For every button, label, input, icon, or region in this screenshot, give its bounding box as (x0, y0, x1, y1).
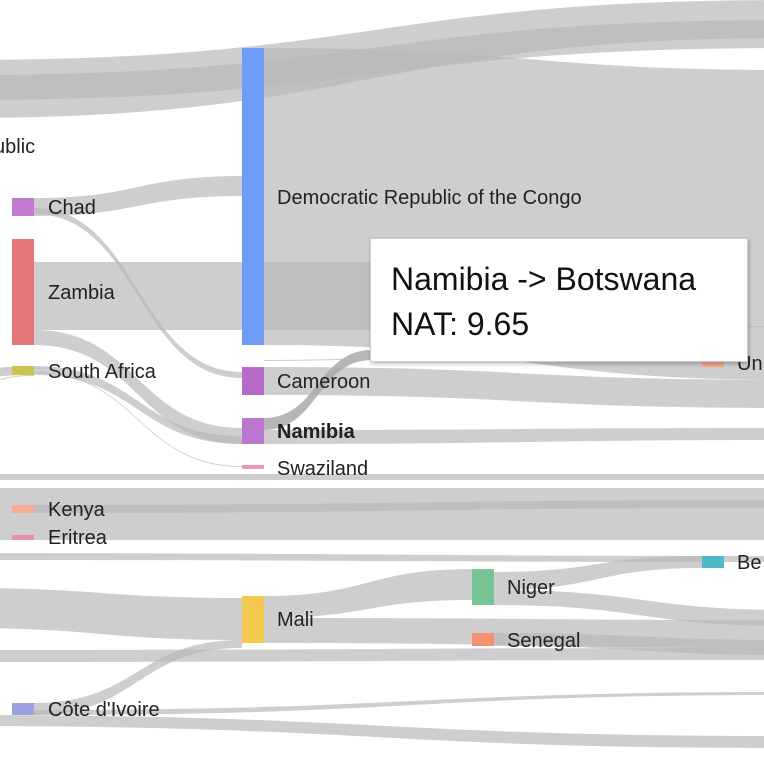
node-label-zmb: Zambia (48, 282, 116, 304)
link-thin-swz[interactable] (34, 372, 242, 467)
node-ben[interactable] (702, 556, 724, 568)
link-low-1[interactable] (0, 553, 764, 562)
node-unk[interactable] (702, 362, 724, 367)
hover-tooltip: Namibia -> Botswana NAT: 9.65 (370, 238, 748, 362)
node-civ[interactable] (12, 703, 34, 715)
link-low-2[interactable] (0, 648, 764, 662)
node-label-eri: Eritrea (48, 527, 108, 549)
node-nam[interactable] (242, 418, 264, 444)
link-mid-1[interactable] (0, 473, 764, 481)
node-label-sen: Senegal (507, 630, 580, 652)
node-eri[interactable] (12, 535, 34, 540)
nodes-layer (12, 48, 724, 715)
node-zaf[interactable] (12, 366, 34, 375)
link-thin-left[interactable] (0, 375, 34, 386)
node-label-car: ublic (0, 136, 35, 158)
node-label-swz: Swaziland (277, 458, 368, 480)
link-low-3[interactable] (0, 715, 764, 748)
link-niger-benin[interactable] (494, 556, 702, 590)
node-ken[interactable] (12, 505, 34, 513)
node-tcd[interactable] (12, 198, 34, 216)
link-namibia-right[interactable] (264, 428, 764, 444)
node-swz[interactable] (242, 465, 264, 469)
node-cmr[interactable] (242, 367, 264, 395)
node-label-nam: Namibia (277, 421, 356, 443)
node-label-tcd: Chad (48, 197, 96, 219)
link-zambia-right[interactable] (34, 262, 372, 330)
node-mli[interactable] (242, 596, 264, 643)
node-label-cod: Democratic Republic of the Congo (277, 187, 582, 209)
link-kenya-right[interactable] (34, 500, 764, 513)
link-civ-right[interactable] (34, 692, 764, 715)
node-zmb[interactable] (12, 239, 34, 345)
node-label-civ: Côte d'Ivoire (48, 699, 160, 721)
link-mid-2[interactable] (0, 487, 764, 541)
labels-layer: ublic Chad Zambia South Africa Kenya Eritrea C… (0, 136, 763, 721)
node-label-ner: Niger (507, 577, 555, 599)
link-niger-right[interactable] (494, 590, 764, 626)
link-into-mali[interactable] (0, 588, 242, 640)
link-chad-cameroon[interactable] (34, 208, 242, 378)
link-civ-mali[interactable] (34, 640, 242, 715)
link-zambia-namibia[interactable] (34, 330, 242, 444)
node-sen[interactable] (472, 633, 494, 646)
link-chad-drc[interactable] (34, 176, 242, 216)
node-label-zaf: South Africa (48, 361, 157, 383)
link-safrica-namibia[interactable] (34, 366, 242, 444)
node-label-ben: Be (737, 552, 761, 574)
tooltip-link-title: Namibia -> Botswana (391, 261, 697, 297)
node-label-ken: Kenya (48, 499, 106, 521)
link-mali-niger[interactable] (264, 569, 472, 618)
link-namibia-botswana[interactable] (264, 350, 372, 430)
node-ner[interactable] (472, 569, 494, 605)
tooltip-link-value: NAT: 9.65 (391, 306, 530, 342)
node-label-mli: Mali (277, 609, 314, 631)
link-cameroon-right[interactable] (264, 367, 764, 408)
node-label-cmr: Cameroon (277, 371, 370, 393)
node-cod[interactable] (242, 48, 264, 345)
